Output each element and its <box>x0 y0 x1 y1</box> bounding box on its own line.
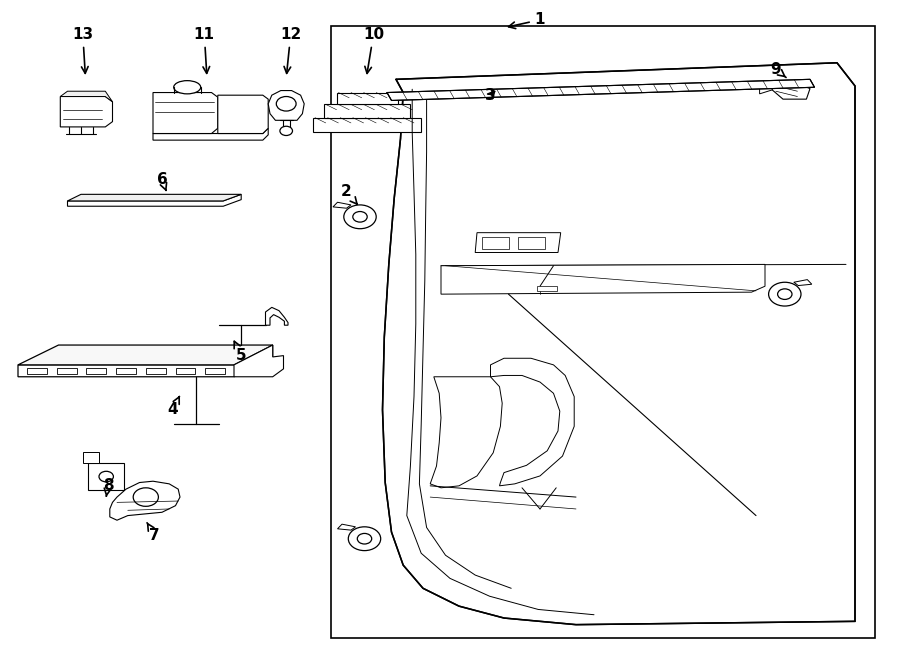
Polygon shape <box>337 93 398 104</box>
Ellipse shape <box>174 81 201 94</box>
Circle shape <box>357 533 372 544</box>
Polygon shape <box>313 118 421 132</box>
Text: 2: 2 <box>341 184 357 204</box>
Circle shape <box>353 212 367 222</box>
Polygon shape <box>324 104 410 118</box>
Polygon shape <box>475 233 561 253</box>
Polygon shape <box>387 79 814 100</box>
Polygon shape <box>430 377 502 488</box>
Polygon shape <box>382 63 855 625</box>
Bar <box>331 26 875 638</box>
Text: 5: 5 <box>234 341 247 363</box>
Bar <box>176 368 195 374</box>
Polygon shape <box>760 81 772 94</box>
Ellipse shape <box>276 97 296 111</box>
Polygon shape <box>772 81 810 99</box>
Bar <box>83 452 99 463</box>
Text: 13: 13 <box>72 27 94 73</box>
Polygon shape <box>234 345 284 377</box>
Polygon shape <box>338 524 356 530</box>
Text: 3: 3 <box>485 89 496 103</box>
Polygon shape <box>441 264 765 294</box>
Circle shape <box>280 126 292 136</box>
Text: 12: 12 <box>280 27 302 73</box>
Polygon shape <box>18 345 273 365</box>
Bar <box>27 368 47 374</box>
Polygon shape <box>153 128 268 140</box>
Polygon shape <box>110 481 180 520</box>
Bar <box>57 368 76 374</box>
Circle shape <box>778 289 792 299</box>
Text: 1: 1 <box>508 13 545 28</box>
Text: 10: 10 <box>363 27 384 73</box>
Bar <box>482 237 508 249</box>
Text: 7: 7 <box>147 523 160 543</box>
Polygon shape <box>68 194 241 201</box>
Text: 11: 11 <box>194 27 215 73</box>
Polygon shape <box>794 280 812 286</box>
Bar <box>86 368 106 374</box>
Polygon shape <box>218 95 268 134</box>
Text: 4: 4 <box>167 397 179 417</box>
Text: 6: 6 <box>157 173 167 190</box>
Circle shape <box>769 282 801 306</box>
Bar <box>88 463 124 490</box>
Polygon shape <box>491 358 574 486</box>
Circle shape <box>344 205 376 229</box>
Circle shape <box>348 527 381 551</box>
Polygon shape <box>153 93 218 134</box>
Circle shape <box>133 488 158 506</box>
Bar <box>146 368 166 374</box>
Polygon shape <box>18 345 273 377</box>
Polygon shape <box>68 194 241 206</box>
Text: 9: 9 <box>770 62 786 77</box>
Bar <box>537 286 557 291</box>
Text: 8: 8 <box>103 479 113 496</box>
Bar <box>205 368 225 374</box>
Polygon shape <box>60 97 112 127</box>
Bar <box>116 368 136 374</box>
Polygon shape <box>266 307 288 325</box>
Polygon shape <box>333 202 351 208</box>
Polygon shape <box>60 91 112 102</box>
Bar <box>518 237 544 249</box>
Circle shape <box>99 471 113 482</box>
Polygon shape <box>268 91 304 120</box>
